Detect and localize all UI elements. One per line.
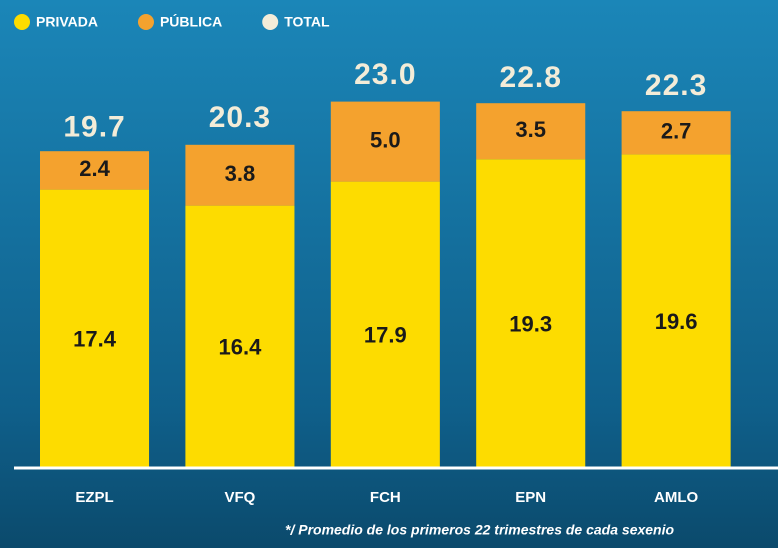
bar-segment	[476, 159, 586, 468]
legend-swatch	[14, 14, 30, 30]
legend-label: TOTAL	[284, 14, 330, 30]
bar-segment	[476, 103, 586, 160]
segment-label: 2.4	[79, 156, 110, 181]
bar-segment	[40, 189, 150, 468]
segment-label: 3.8	[225, 161, 256, 186]
x-tick-label: VFQ	[225, 489, 256, 506]
bar-segment	[621, 111, 731, 155]
segment-label: 19.3	[509, 311, 552, 336]
bar-segment	[621, 154, 731, 468]
bar-segment	[40, 151, 150, 190]
segment-label: 2.7	[661, 119, 692, 144]
segment-label: 3.5	[515, 117, 546, 142]
legend-label: PÚBLICA	[160, 13, 222, 30]
x-tick-label: AMLO	[654, 489, 698, 506]
total-label: 19.7	[63, 111, 125, 144]
segment-label: 5.0	[370, 127, 401, 152]
segment-label: 17.4	[73, 327, 117, 352]
x-tick-label: EPN	[515, 489, 546, 506]
bar-segment	[185, 205, 295, 468]
total-label: 20.3	[209, 101, 271, 134]
segment-label: 17.9	[364, 323, 407, 348]
x-tick-label: EZPL	[75, 489, 113, 506]
total-label: 22.8	[500, 61, 562, 94]
x-tick-label: FCH	[370, 489, 401, 506]
bar-segment	[330, 101, 440, 182]
segment-label: 19.6	[655, 309, 698, 334]
legend-swatch	[137, 14, 154, 30]
legend-swatch	[262, 14, 279, 30]
bar-segment	[330, 181, 440, 468]
bar-segment	[185, 144, 295, 206]
segment-label: 16.4	[219, 335, 263, 360]
note: */ Promedio de los primeros 22 trimestre…	[285, 522, 674, 538]
legend-label: PRIVADA	[36, 14, 98, 30]
total-label: 23.0	[354, 58, 416, 91]
total-label: 22.3	[645, 69, 707, 102]
